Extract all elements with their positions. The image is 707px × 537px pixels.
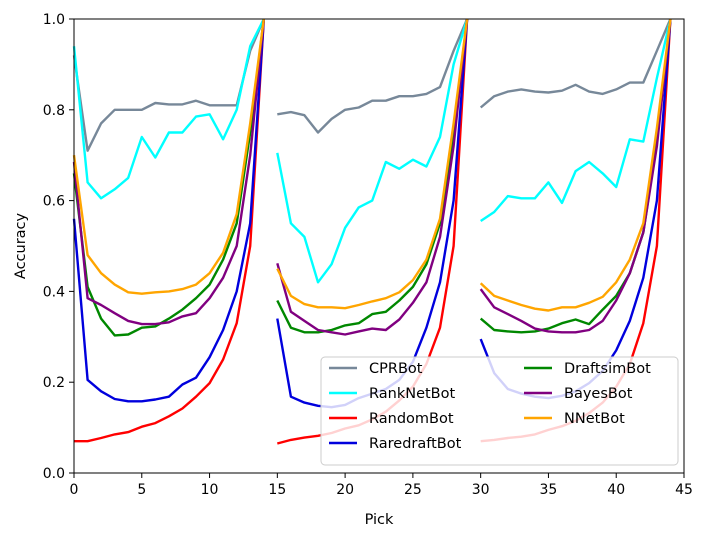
series-line-bayesbot-segment-1 bbox=[72, 18, 265, 326]
y-tick-label-5: 1.0 bbox=[43, 12, 65, 28]
legend-box bbox=[320, 356, 679, 466]
x-tick-label-15: 15 bbox=[268, 482, 286, 498]
series-line-cprbot-segment-3 bbox=[479, 18, 672, 109]
legend-label-raredraftbot: RaredraftBot bbox=[369, 436, 462, 452]
x-axis-label: Pick bbox=[365, 512, 394, 528]
x-tick-label-0: 0 bbox=[70, 482, 79, 498]
x-tick-label-40: 40 bbox=[607, 482, 625, 498]
series-line-draftsimbot-segment-1 bbox=[72, 18, 265, 337]
y-tick-label-4: 0.8 bbox=[43, 103, 65, 119]
series-line-nnetbot-segment-3 bbox=[479, 18, 672, 312]
series-line-cprbot-segment-2 bbox=[277, 18, 469, 134]
legend-label-cprbot: CPRBot bbox=[369, 361, 423, 377]
y-axis: 0.0 0.2 0.4 0.6 0.8 1.0 bbox=[43, 12, 74, 482]
x-tick-label-30: 30 bbox=[472, 482, 490, 498]
x-tick-label-25: 25 bbox=[404, 482, 422, 498]
series-line-ranknetbot-segment-1 bbox=[72, 18, 265, 200]
plot-frame bbox=[73, 18, 685, 474]
series-line-nnetbot-segment-1 bbox=[72, 18, 265, 295]
series-line-randombot-segment-1 bbox=[74, 18, 265, 443]
legend-label-ranknetbot: RankNetBot bbox=[369, 386, 456, 402]
x-tick-label-5: 5 bbox=[137, 482, 146, 498]
series-line-bayesbot-segment-3 bbox=[479, 18, 672, 334]
x-tick-label-10: 10 bbox=[201, 482, 219, 498]
y-tick-label-3: 0.6 bbox=[43, 194, 65, 210]
x-axis: 0 5 10 15 20 25 30 35 40 45 bbox=[70, 473, 693, 498]
series-line-raredraftbot-segment-1 bbox=[72, 18, 265, 403]
y-axis-label: Accuracy bbox=[13, 212, 29, 279]
x-tick-label-35: 35 bbox=[540, 482, 558, 498]
legend-label-nnetbot: NNetBot bbox=[564, 411, 625, 427]
legend: CPRBot RankNetBot RandomBot RaredraftBot Dra… bbox=[320, 356, 679, 466]
series-line-nnetbot-segment-2 bbox=[276, 18, 469, 310]
series-line-ranknetbot-segment-2 bbox=[276, 18, 469, 284]
x-tick-label-20: 20 bbox=[336, 482, 354, 498]
y-tick-label-2: 0.4 bbox=[43, 284, 65, 300]
series-line-draftsimbot-segment-2 bbox=[276, 18, 469, 334]
series-line-cprbot-segment-1 bbox=[72, 18, 265, 152]
series-line-bayesbot-segment-2 bbox=[276, 18, 469, 336]
x-tick-label-45: 45 bbox=[675, 482, 693, 498]
legend-label-draftsimbot: DraftsimBot bbox=[564, 361, 651, 377]
legend-label-bayesbot: BayesBot bbox=[564, 386, 633, 402]
y-tick-label-1: 0.2 bbox=[43, 375, 65, 391]
y-tick-label-0: 0.0 bbox=[43, 466, 65, 482]
legend-label-randombot: RandomBot bbox=[369, 411, 454, 427]
series-line-ranknetbot-segment-3 bbox=[480, 18, 672, 222]
